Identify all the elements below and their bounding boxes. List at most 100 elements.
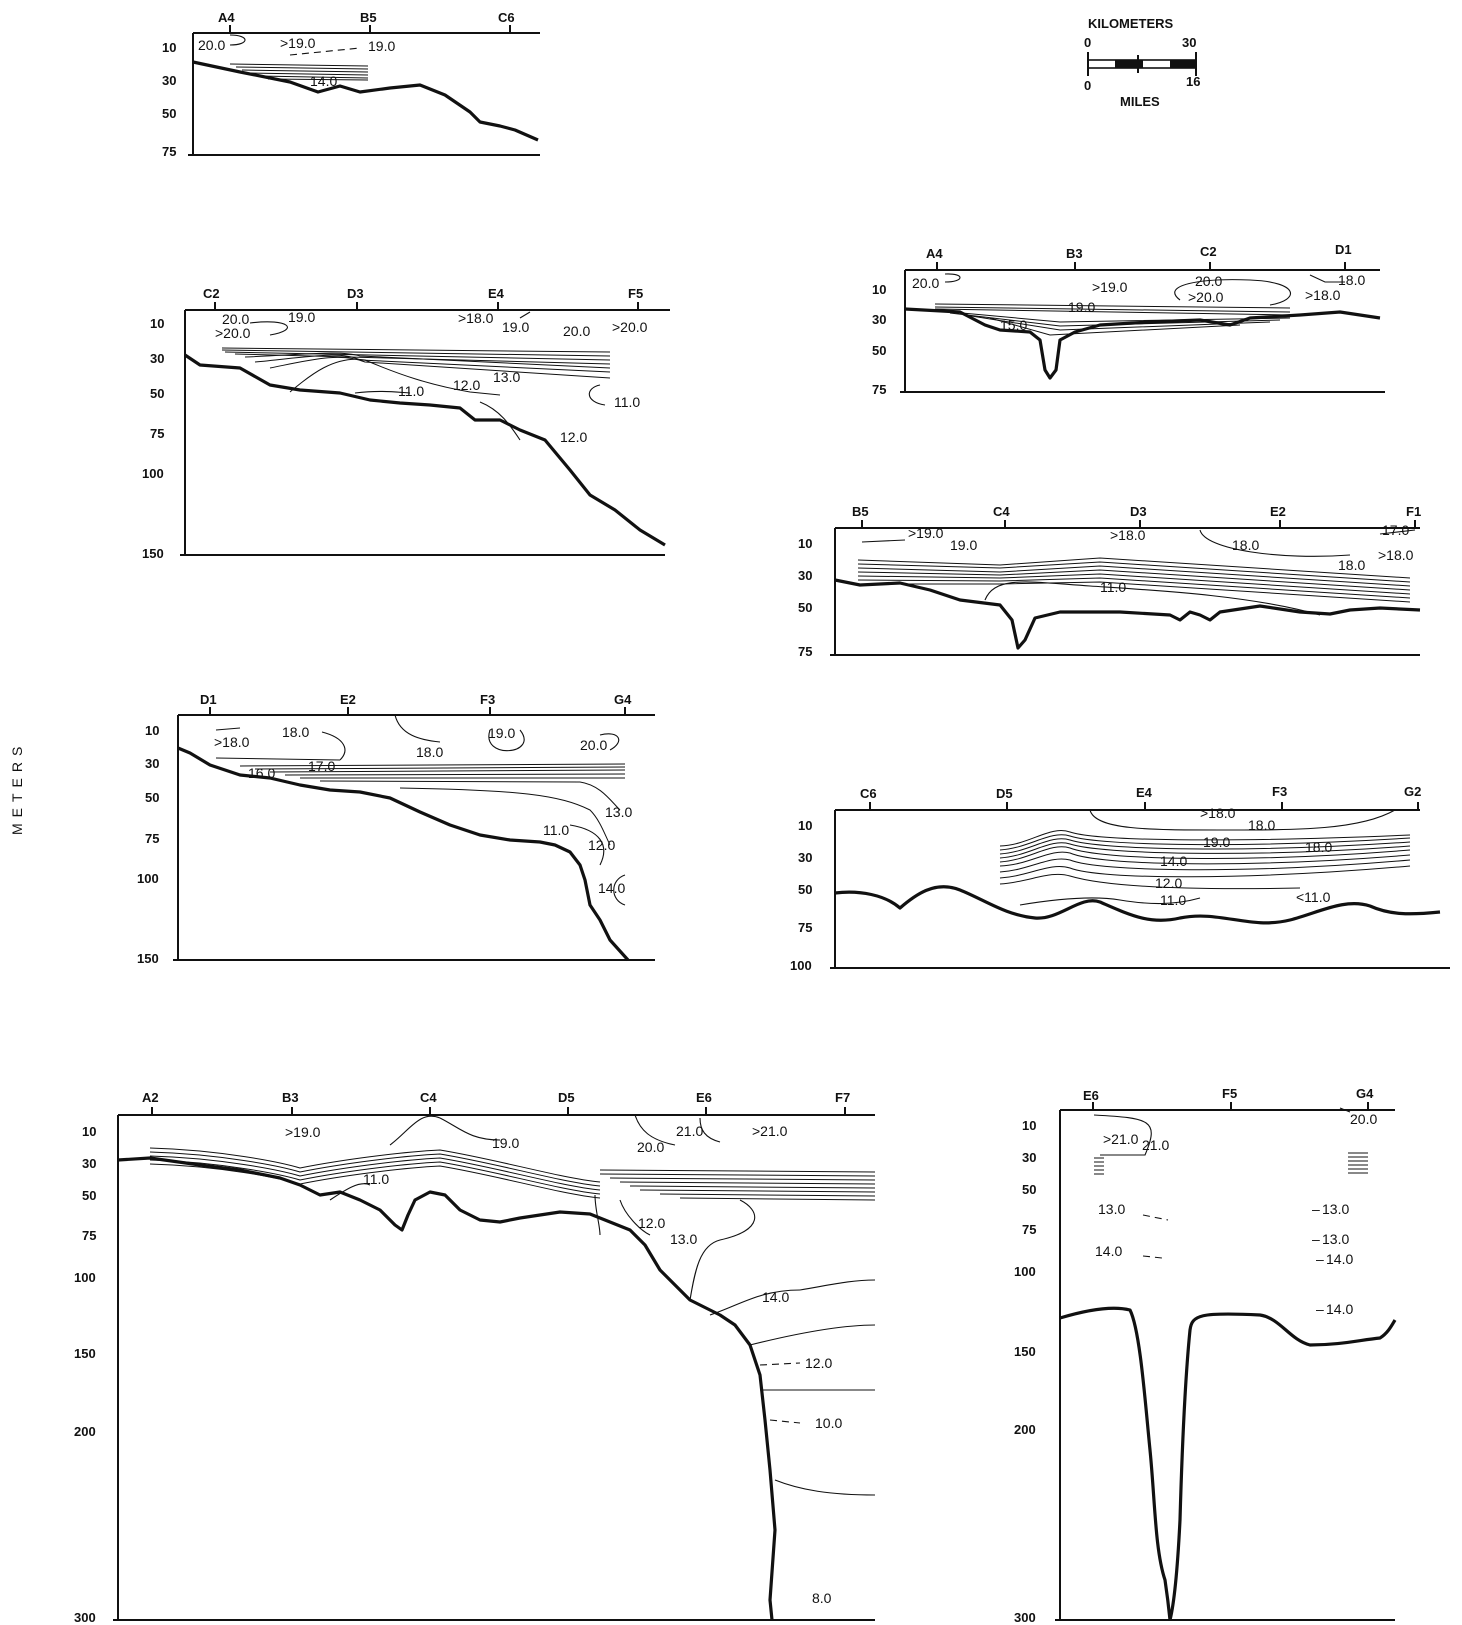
isotherm-label: >18.0 xyxy=(1200,805,1236,821)
dash-mark: – xyxy=(1316,1301,1324,1317)
isotherm xyxy=(1200,530,1350,556)
isotherm-label: >20.0 xyxy=(1188,289,1224,305)
isotherm-label: >18.0 xyxy=(214,734,250,750)
isotherm-label: 17.0 xyxy=(308,758,335,774)
station-label: B5 xyxy=(360,10,377,25)
isotherm-label: 11.0 xyxy=(543,822,569,838)
station-label: C4 xyxy=(993,504,1010,519)
station-label: A2 xyxy=(142,1090,159,1105)
depth-label: 30 xyxy=(82,1156,96,1171)
depth-label: 75 xyxy=(798,644,812,659)
isotherm-label: 14.0 xyxy=(762,1289,789,1305)
isotherm xyxy=(1143,1256,1162,1258)
station-label: B3 xyxy=(1066,246,1083,261)
isotherm-label: 18.0 xyxy=(1305,839,1332,855)
sea-floor-profile xyxy=(185,355,665,545)
sea-floor-profile xyxy=(193,62,538,140)
scale-km-end: 30 xyxy=(1182,35,1196,50)
depth-label: 10 xyxy=(1022,1118,1036,1133)
isotherm-label: >19.0 xyxy=(280,35,316,51)
isotherm-label: >19.0 xyxy=(1092,279,1128,295)
isotherm-label: 20.0 xyxy=(912,275,939,291)
station-label: E2 xyxy=(1270,504,1286,519)
station-label: G2 xyxy=(1404,784,1421,799)
station-label: G4 xyxy=(614,692,632,707)
station-label: E4 xyxy=(1136,785,1153,800)
sea-floor-profile xyxy=(178,748,628,960)
station-label: B5 xyxy=(852,504,869,519)
isotherm-label: >18.0 xyxy=(1110,527,1146,543)
isotherm xyxy=(750,1325,875,1345)
depth-label: 50 xyxy=(798,600,812,615)
depth-label: 75 xyxy=(82,1228,96,1243)
station-label: D1 xyxy=(1335,242,1352,257)
depth-label: 10 xyxy=(162,40,176,55)
isotherm-label: >19.0 xyxy=(908,525,944,541)
isotherm-label: 19.0 xyxy=(368,38,395,54)
station-label: E6 xyxy=(696,1090,712,1105)
isotherm-label: 14.0 xyxy=(1095,1243,1122,1259)
isotherm-label: 13.0 xyxy=(670,1231,697,1247)
isotherm-label: 18.0 xyxy=(1232,537,1259,553)
station-label: D5 xyxy=(996,786,1013,801)
isotherm-label: 14.0 xyxy=(1160,853,1187,869)
panel-a4-c6: A4 B5 C6 10 30 50 75 20.0 >19.0 19.0 14.… xyxy=(162,10,540,159)
isotherm-label: 12.0 xyxy=(805,1355,832,1371)
isotherm xyxy=(1090,810,1395,830)
isotherm-label: 20.0 xyxy=(1195,273,1222,289)
isotherm-label: 18.0 xyxy=(1248,817,1275,833)
station-label: F3 xyxy=(1272,784,1287,799)
isotherm xyxy=(520,312,530,318)
sea-floor-profile xyxy=(835,887,1440,923)
isotherm-label: 12.0 xyxy=(560,429,587,445)
thermocline-lines xyxy=(858,558,1410,615)
isotherm-label: 11.0 xyxy=(398,383,424,399)
depth-label: 150 xyxy=(137,951,159,966)
depth-label: 150 xyxy=(142,546,164,561)
isotherm-label: 20.0 xyxy=(198,37,225,53)
isotherm-label: 14.0 xyxy=(598,880,625,896)
isotherm-label: >19.0 xyxy=(285,1124,321,1140)
isotherm-label: 19.0 xyxy=(1203,834,1230,850)
isotherm-label: 19.0 xyxy=(1068,299,1095,315)
panel-a2-f7: A2 B3 C4 D5 E6 F7 10 30 50 75 100 150 20… xyxy=(74,1090,875,1625)
depth-label: 100 xyxy=(1014,1264,1036,1279)
isotherm-label: 11.0 xyxy=(1100,579,1126,595)
isotherm-label: 18.0 xyxy=(282,724,309,740)
depth-label: 30 xyxy=(872,312,886,327)
depth-label: 75 xyxy=(872,382,886,397)
depth-label: 100 xyxy=(790,958,812,973)
dash-mark: – xyxy=(1312,1201,1320,1217)
panel-c2-f5: C2 D3 E4 F5 10 30 50 75 100 150 20.0 19.… xyxy=(142,286,670,561)
depth-label: 50 xyxy=(82,1188,96,1203)
isotherm-label: 16.0 xyxy=(248,765,275,781)
isotherm-label: >18.0 xyxy=(1305,287,1341,303)
isotherm-label: 11.0 xyxy=(363,1171,389,1187)
scale-km-label: KILOMETERS xyxy=(1088,16,1174,31)
depth-label: 200 xyxy=(74,1424,96,1439)
station-label: D1 xyxy=(200,692,217,707)
isotherm-label: 12.0 xyxy=(453,377,480,393)
isotherm-label: >20.0 xyxy=(215,325,251,341)
depth-label: 100 xyxy=(74,1270,96,1285)
isotherm-label: 20.0 xyxy=(563,323,590,339)
panel-d1-g4: D1 E2 F3 G4 10 30 50 75 100 150 >18.0 18… xyxy=(137,692,655,966)
station-label: E4 xyxy=(488,286,505,301)
station-label: G4 xyxy=(1356,1086,1374,1101)
isotherm-label: 13.0 xyxy=(1322,1201,1349,1217)
isotherm-label: 19.0 xyxy=(288,309,315,325)
isotherm-label: 8.0 xyxy=(812,1590,832,1606)
depth-label: 10 xyxy=(145,723,159,738)
depth-label: 30 xyxy=(162,73,176,88)
y-axis-title: METERS xyxy=(9,741,25,835)
isotherm xyxy=(322,732,345,760)
isotherm-label: 12.0 xyxy=(1155,875,1182,891)
isotherm-label: 14.0 xyxy=(310,73,337,89)
station-label: D3 xyxy=(347,286,364,301)
isotherm-label: 13.0 xyxy=(1098,1201,1125,1217)
dash-mark: – xyxy=(1312,1231,1320,1247)
isotherm-label: >18.0 xyxy=(458,310,494,326)
isotherm-label: 14.0 xyxy=(1326,1301,1353,1317)
depth-label: 10 xyxy=(798,818,812,833)
